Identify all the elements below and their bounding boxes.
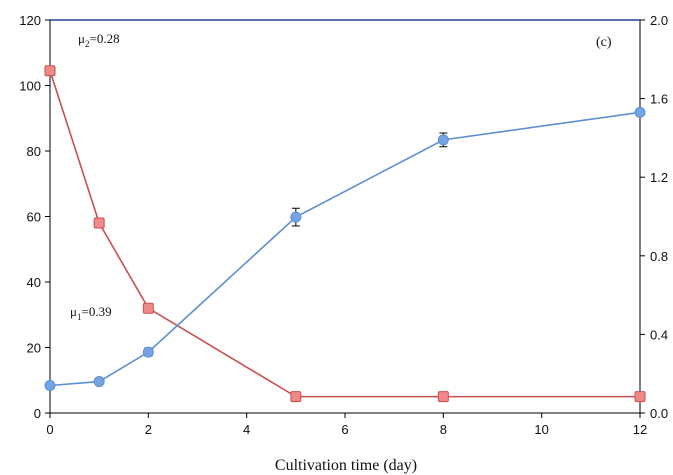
annotation-mu1: μ1=0.39 — [70, 304, 112, 322]
data-point-square — [290, 391, 302, 403]
y-left-tick-label: 20 — [27, 341, 41, 356]
data-point-circle — [44, 379, 56, 391]
y-right-tick-label: 0.0 — [650, 406, 668, 421]
y-left-tick-label: 40 — [27, 275, 41, 290]
data-point-circle — [634, 106, 646, 118]
data-point-square — [44, 65, 56, 77]
annotation-mu1-subscript: 1 — [77, 312, 82, 322]
series-2 — [44, 106, 646, 391]
x-tick-label: 12 — [633, 422, 647, 437]
x-tick-label: 0 — [46, 422, 53, 437]
y-left-tick-label: 80 — [27, 144, 41, 159]
y-left-tick-label: 100 — [19, 79, 41, 94]
y-left-tick-label: 0 — [34, 406, 41, 421]
series-1-line — [49, 70, 640, 398]
data-point-circle — [93, 376, 105, 388]
axes: 0 2 4 6 8 10 120204060801001200.00.40.81.21.62… — [19, 13, 668, 437]
x-tick-label: 4 — [243, 422, 250, 437]
series-2-line — [49, 111, 641, 387]
annotation-mu2-symbol: μ — [78, 31, 85, 46]
data-point-circle — [290, 211, 302, 223]
panel-label: (c) — [596, 35, 612, 50]
annotation-mu2: μ2=0.28 — [78, 31, 120, 49]
y-left-tick-label: 60 — [27, 210, 41, 225]
data-point-square — [93, 217, 105, 229]
annotation-mu1-symbol: μ — [70, 304, 77, 319]
annotation-mu2-subscript: 2 — [85, 39, 90, 49]
y-right-tick-label: 1.6 — [650, 92, 668, 107]
series-1 — [44, 65, 646, 403]
x-tick-label: 10 — [534, 422, 548, 437]
y-right-tick-label: 0.8 — [650, 249, 668, 264]
x-axis-label: Cultivation time (day) — [275, 457, 417, 474]
y-right-tick-label: 0.4 — [650, 327, 668, 342]
data-point-square — [437, 391, 449, 403]
data-point-circle — [437, 134, 449, 146]
data-point-square — [142, 302, 154, 314]
annotation-mu1-value: =0.39 — [81, 304, 111, 319]
data-point-square — [634, 391, 646, 403]
data-point-circle — [142, 346, 154, 358]
y-left-tick-label: 120 — [19, 13, 41, 28]
y-right-tick-label: 2.0 — [650, 13, 668, 28]
series-layer — [44, 65, 646, 403]
y-right-tick-label: 1.2 — [650, 170, 668, 185]
x-tick-label: 2 — [145, 422, 152, 437]
x-tick-label: 6 — [341, 422, 348, 437]
x-tick-label: 8 — [440, 422, 447, 437]
annotation-mu2-value: =0.28 — [89, 31, 119, 46]
